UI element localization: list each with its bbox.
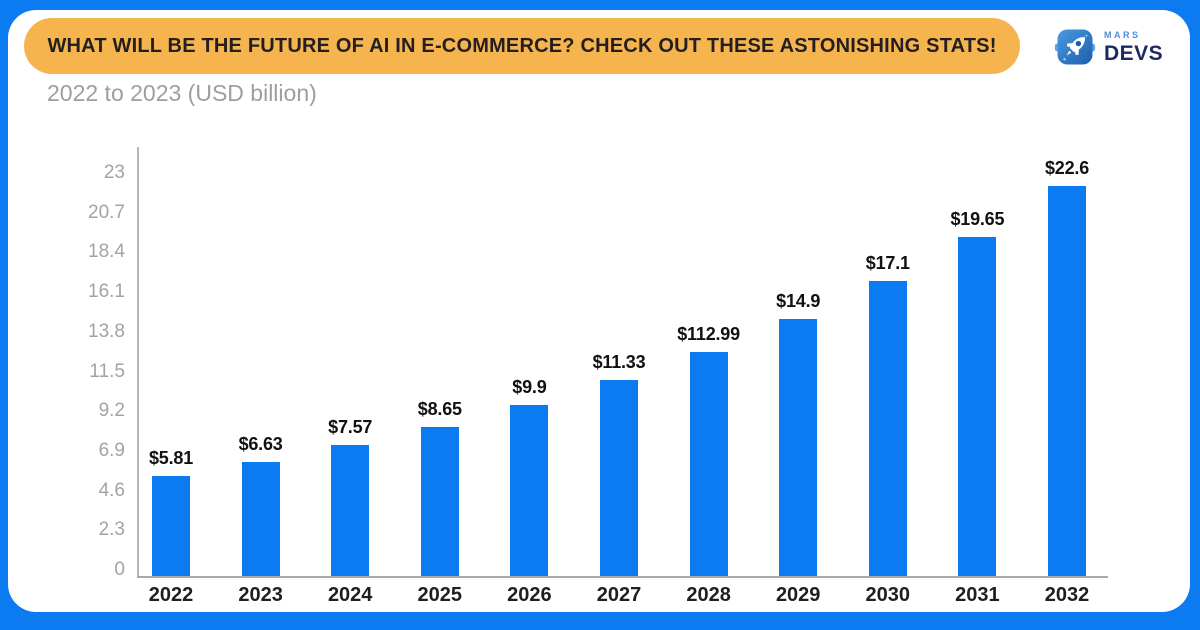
logo-devs-text: DEVS [1104, 41, 1164, 65]
bar-2029 [779, 319, 818, 576]
bar-value-label: $17.1 [865, 253, 910, 273]
x-tick-label: 2029 [775, 584, 821, 606]
bar-value-label: $5.81 [148, 448, 194, 468]
bar-2026 [510, 405, 549, 576]
bar-2023 [241, 462, 280, 576]
y-tick-label: 18.4 [88, 241, 125, 263]
bar-value-label: $11.33 [592, 352, 646, 372]
x-tick-label: 2031 [955, 584, 1000, 606]
bar-chart: 0 2.3 4.6 6.9 9.2 11.5 13.8 16.1 18.4 20.7 23 $5.8… [8, 10, 1190, 612]
x-axis-line [137, 576, 1108, 578]
logo-wordmark: MARS DEVS [1104, 29, 1164, 65]
x-tick-label: 2022 [148, 584, 194, 606]
x-tick-label: 2032 [1044, 584, 1090, 606]
bar-value-label: $8.65 [417, 399, 462, 419]
x-tick-label: 2023 [238, 584, 283, 606]
bar-value-label: $9.9 [512, 377, 547, 397]
x-tick-label: 2027 [596, 584, 642, 606]
bar-value-label: $19.65 [950, 209, 1005, 229]
infographic-card: WHAT WILL BE THE FUTURE OF AI IN E-COMME… [8, 10, 1190, 612]
y-axis-line [137, 147, 139, 578]
x-tick-label: 2024 [327, 584, 373, 606]
bar-value-label: $14.9 [776, 291, 821, 311]
x-tick-label: 2026 [507, 584, 552, 606]
x-tick-label: 2028 [686, 584, 731, 606]
x-tick-label: 2025 [417, 584, 463, 606]
title-banner: WHAT WILL BE THE FUTURE OF AI IN E-COMME… [24, 18, 1020, 74]
y-tick-label: 9.2 [98, 400, 125, 422]
bar-2025 [420, 427, 459, 576]
bar-value-label: $7.57 [328, 417, 373, 437]
bar-value-label: $22.6 [1044, 158, 1090, 178]
bar-2031 [958, 237, 997, 576]
x-tick-label: 2030 [865, 584, 911, 606]
bar-2030 [868, 281, 907, 576]
bar-2032 [1048, 186, 1086, 576]
rocket-icon [1054, 29, 1096, 65]
y-tick-label: 0 [114, 559, 125, 580]
y-tick-label: 16.1 [88, 281, 125, 303]
bar-value-label: $6.63 [238, 434, 283, 454]
y-tick-label: 13.8 [88, 320, 125, 342]
marsdevs-logo: MARS DEVS [1054, 24, 1163, 70]
bar-2027 [600, 380, 638, 576]
y-tick-label: 4.6 [98, 479, 125, 501]
bar-2024 [331, 445, 370, 576]
bar-value-label: $112.99 [677, 324, 740, 344]
y-tick-label: 23 [103, 162, 125, 183]
bar-2028 [689, 352, 728, 576]
bar-2022 [152, 476, 190, 576]
y-tick-label: 6.9 [98, 439, 125, 461]
y-tick-label: 11.5 [89, 360, 125, 382]
y-tick-label: 20.7 [88, 201, 125, 223]
chart-subtitle: 2022 to 2023 (USD billion) [47, 80, 317, 106]
page-title: WHAT WILL BE THE FUTURE OF AI IN E-COMME… [47, 34, 997, 57]
y-tick-label: 2.3 [98, 519, 125, 541]
logo-mars-text: MARS [1104, 29, 1141, 40]
